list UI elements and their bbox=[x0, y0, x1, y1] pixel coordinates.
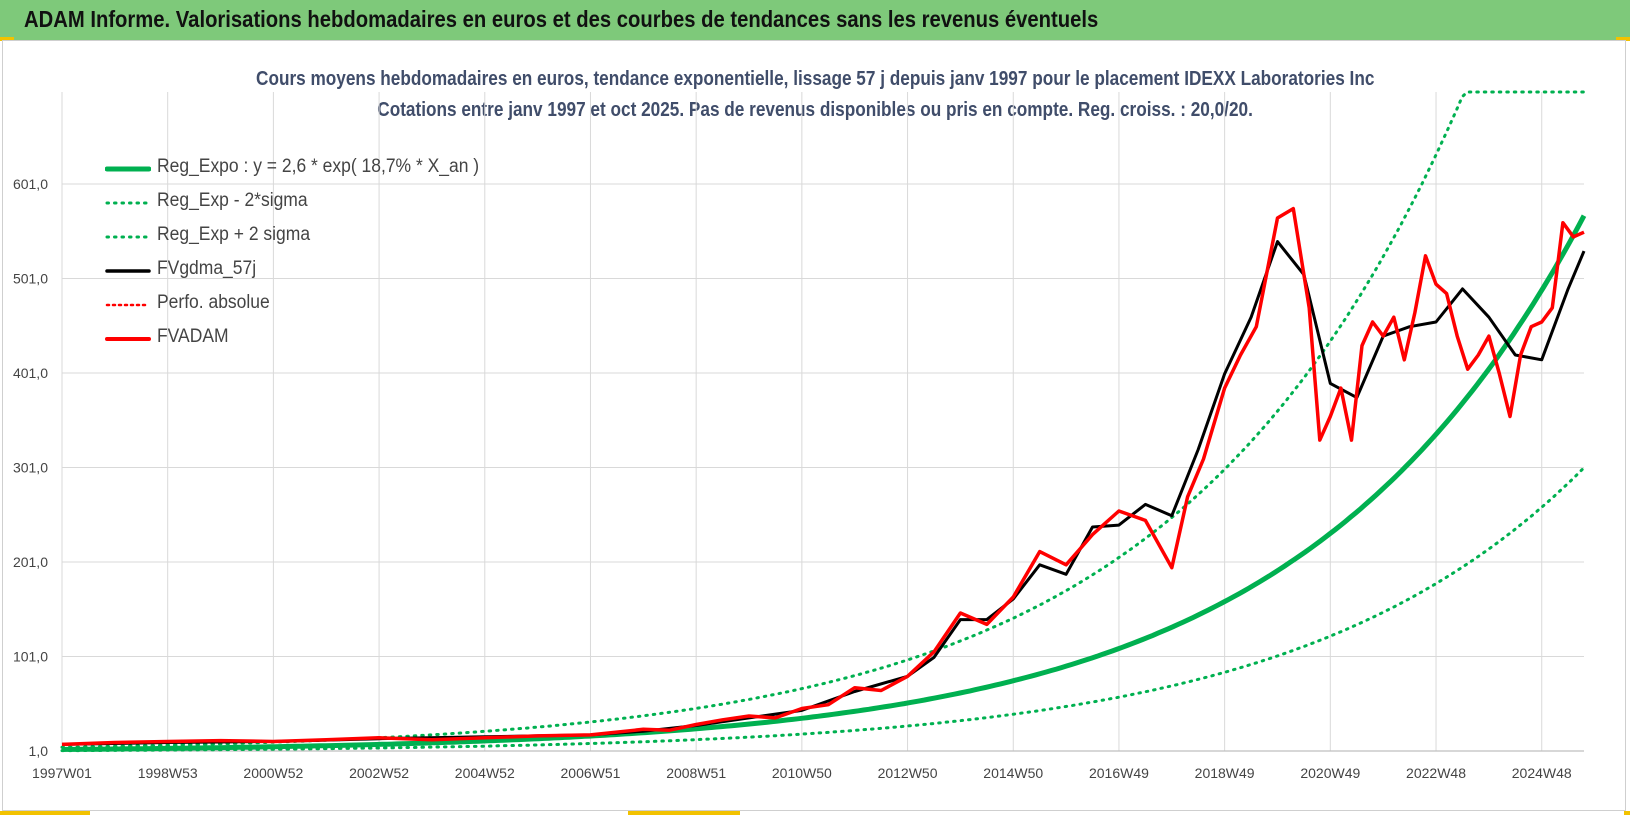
y-tick-label: 201,0 bbox=[13, 554, 48, 570]
legend-swatch-low bbox=[105, 201, 151, 205]
fvgdma-line bbox=[61, 240, 1586, 746]
y-tick-label: 301,0 bbox=[13, 460, 48, 476]
legend-swatch-high bbox=[105, 235, 151, 239]
chart-title-line1: Cours moyens hebdomadaires en euros, ten… bbox=[255, 68, 1375, 90]
x-tick-label: 2018W49 bbox=[1195, 765, 1255, 781]
legend-swatch-ma bbox=[105, 269, 151, 273]
x-tick-label: 2022W48 bbox=[1406, 765, 1466, 781]
reg-expo-line bbox=[61, 214, 1587, 752]
y-tick-label: 501,0 bbox=[13, 271, 48, 287]
x-tick-label: 2024W48 bbox=[1512, 765, 1572, 781]
legend-label-reg: Reg_Expo : y = 2,6 * exp( 18,7% * X_an ) bbox=[157, 156, 480, 177]
x-tick-label: 1998W53 bbox=[138, 765, 198, 781]
bottom-accent-mid bbox=[628, 811, 740, 815]
header-bar: ADAM Informe. Valorisations hebdomadaire… bbox=[0, 0, 1630, 40]
x-tick-label: 2006W51 bbox=[561, 765, 621, 781]
x-tick-label: 2004W52 bbox=[455, 765, 515, 781]
y-tick-label: 101,0 bbox=[13, 649, 48, 665]
x-tick-label: 2002W52 bbox=[349, 765, 409, 781]
legend-swatch-perf bbox=[105, 303, 151, 307]
legend-swatch-reg bbox=[105, 166, 151, 172]
x-tick-label: 2020W49 bbox=[1300, 765, 1360, 781]
bottom-accent-right bbox=[1624, 811, 1630, 815]
legend-label-high: Reg_Exp + 2 sigma bbox=[157, 224, 311, 245]
x-tick-label: 2008W51 bbox=[666, 765, 726, 781]
corner-accent-left bbox=[0, 37, 14, 41]
bottom-accent-left bbox=[0, 811, 90, 815]
y-tick-label: 401,0 bbox=[13, 365, 48, 381]
x-tick-label: 2016W49 bbox=[1089, 765, 1149, 781]
x-tick-label: 1997W01 bbox=[32, 765, 92, 781]
x-tick-label: 2000W52 bbox=[243, 765, 303, 781]
legend-label-ma: FVgdma_57j bbox=[157, 258, 257, 279]
legend-label-low: Reg_Exp - 2*sigma bbox=[157, 190, 308, 211]
legend-label-perf: Perfo. absolue bbox=[157, 292, 270, 313]
x-tick-label: 2012W50 bbox=[878, 765, 938, 781]
corner-accent-right bbox=[1616, 37, 1630, 41]
x-tick-label: 2014W50 bbox=[983, 765, 1043, 781]
y-tick-label: 601,0 bbox=[13, 176, 48, 192]
header-title: ADAM Informe. Valorisations hebdomadaire… bbox=[24, 6, 1099, 32]
chart-frame bbox=[2, 40, 1626, 811]
fvadam-line bbox=[61, 206, 1585, 747]
y-tick-label: 1,0 bbox=[29, 743, 49, 759]
chart-title-line2: Cotations entre janv 1997 et oct 2025. P… bbox=[377, 99, 1253, 121]
x-tick-label: 2010W50 bbox=[772, 765, 832, 781]
legend-label-adam: FVADAM bbox=[157, 326, 229, 347]
reg-exp-lower-line bbox=[60, 466, 1586, 753]
legend-swatch-adam bbox=[105, 337, 151, 341]
